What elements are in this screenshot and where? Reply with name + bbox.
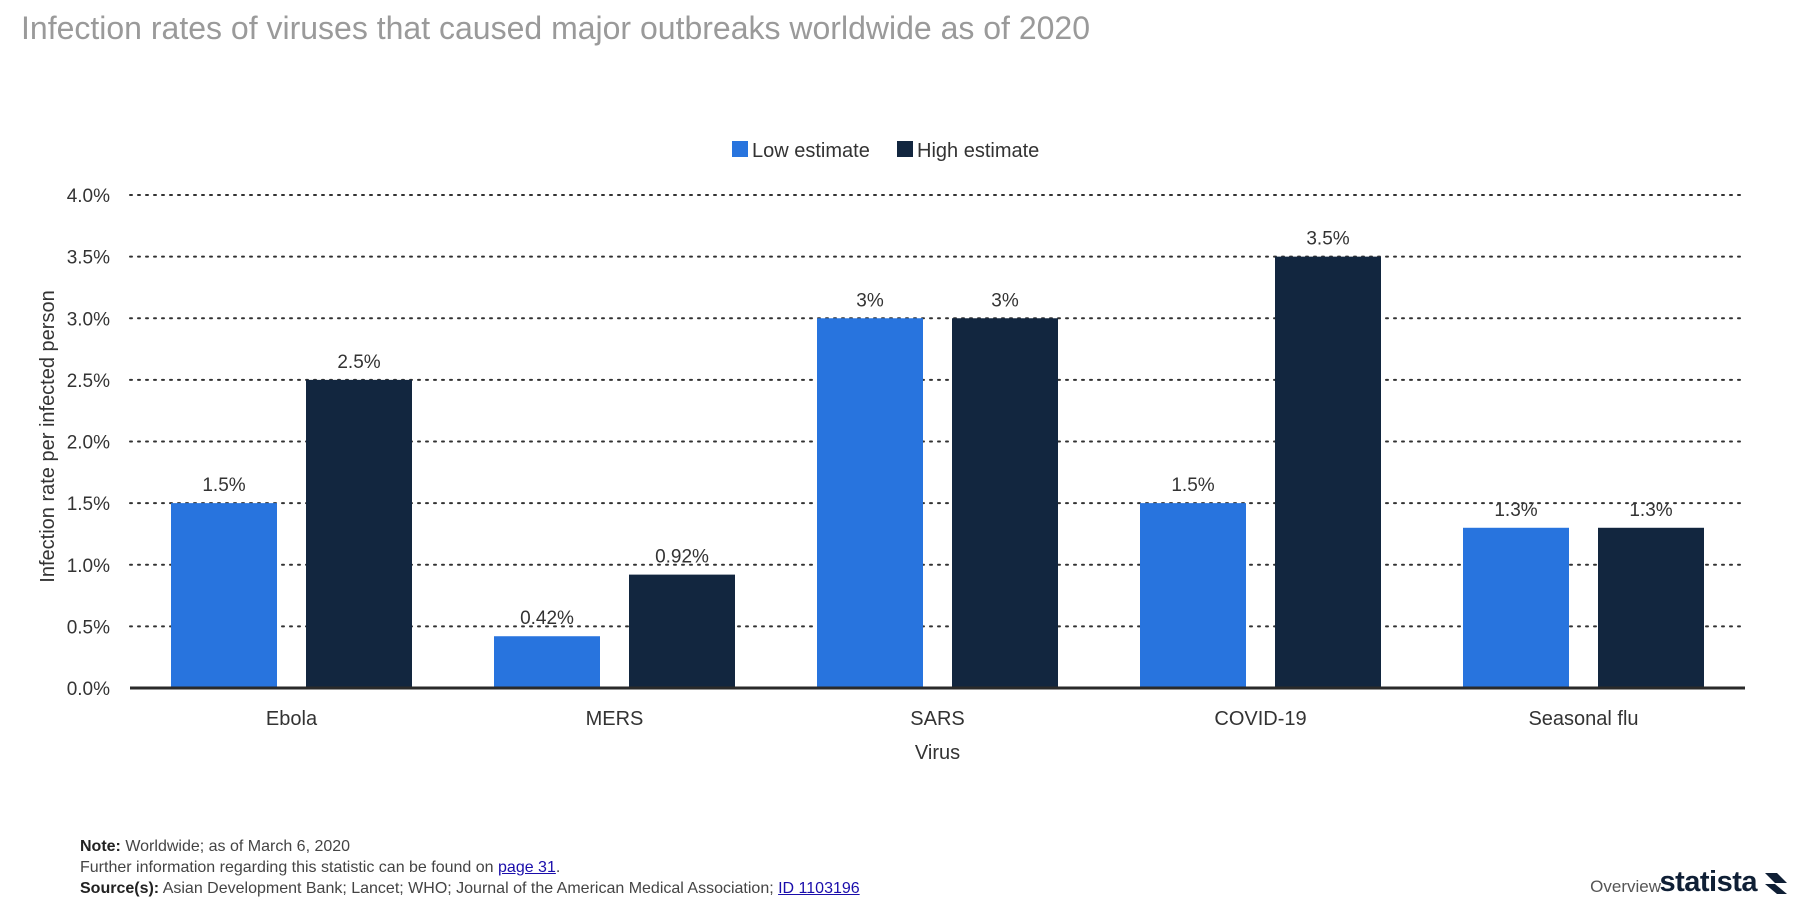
brand-wordmark: statista [1659, 866, 1757, 898]
y-tick-label: 1.0% [67, 556, 110, 577]
source-text: Asian Development Bank; Lancet; WHO; Jou… [162, 880, 774, 897]
note-label: Note: [80, 838, 121, 855]
page-title: Infection rates of viruses that caused m… [21, 10, 1091, 46]
y-tick-label: 3.5% [67, 248, 110, 269]
y-tick-label: 3.0% [67, 309, 110, 330]
info-text: Further information regarding this stati… [80, 859, 494, 876]
y-tick-label: 2.0% [67, 433, 110, 454]
legend-swatch-low [732, 141, 748, 157]
note-text: Worldwide; as of March 6, 2020 [125, 838, 351, 855]
y-axis-title: Infection rate per infected person [37, 290, 59, 582]
bars [171, 256, 1704, 688]
bar-high [1598, 527, 1704, 688]
x-tick-label: SARS [910, 708, 964, 730]
statista-logo[interactable]: statista [1659, 866, 1789, 899]
note-line: Note: Worldwide; as of March 6, 2020 [80, 836, 860, 857]
bar-low [1140, 503, 1246, 688]
bar-low [1463, 527, 1569, 688]
overview-link[interactable]: Overview [1590, 877, 1661, 896]
y-tick-label: 0.0% [67, 679, 110, 700]
x-tick-label: MERS [586, 708, 644, 730]
y-axis-ticks: 0.0% 0.5% 1.0% 1.5% 2.0% 2.5% 3.0% 3.5% 4.0% [67, 186, 110, 700]
statistic-id-link[interactable]: ID 1103196 [778, 880, 860, 897]
legend: Low estimate High estimate [732, 140, 1039, 162]
bar-value-label: 1.5% [202, 475, 245, 496]
x-tick-label: COVID-19 [1214, 708, 1306, 730]
bar-low [171, 503, 277, 688]
bar-value-label: 1.3% [1629, 500, 1672, 521]
bar-value-label: 3% [856, 290, 884, 311]
chart: Low estimate High estimate 0.0% 0.5% 1.0% 1… [37, 140, 1746, 764]
y-tick-label: 1.5% [67, 494, 110, 515]
y-tick-label: 0.5% [67, 617, 110, 638]
legend-swatch-high [897, 141, 913, 157]
source-label: Source(s): [80, 880, 160, 897]
bar-high [306, 379, 412, 688]
bar-low [494, 636, 600, 688]
bar-value-label: 3% [991, 290, 1019, 311]
statista-flag-icon [1765, 872, 1787, 894]
x-tick-label: Seasonal flu [1528, 708, 1638, 730]
y-tick-label: 2.5% [67, 371, 110, 392]
page-link[interactable]: page 31 [498, 859, 556, 876]
x-axis-ticks: Ebola MERS SARS COVID-19 Seasonal flu [266, 708, 1639, 730]
bar-high [1275, 256, 1381, 688]
bar-value-label: 0.92% [655, 547, 709, 568]
y-tick-label: 4.0% [67, 186, 110, 207]
bar-value-label: 1.3% [1494, 500, 1537, 521]
footer: Note: Worldwide; as of March 6, 2020 Fur… [80, 836, 860, 899]
bar-high [629, 574, 735, 688]
bar-high [952, 318, 1058, 688]
info-end: . [555, 859, 561, 876]
bar-value-label: 1.5% [1171, 475, 1214, 496]
bar-low [817, 318, 923, 688]
source-line: Source(s): Asian Development Bank; Lance… [80, 878, 860, 899]
bar-labels: 1.5% 2.5% 0.42% 0.92% 3% 3% 1.5% 3.5% 1.3% 1.3% [202, 229, 1672, 630]
x-axis-title: Virus [915, 742, 960, 764]
info-line: Further information regarding this stati… [80, 857, 860, 878]
bar-value-label: 0.42% [520, 608, 574, 629]
legend-label-high: High estimate [917, 140, 1039, 162]
bar-value-label: 3.5% [1306, 229, 1349, 250]
x-tick-label: Ebola [266, 708, 318, 730]
legend-label-low: Low estimate [752, 140, 870, 162]
bar-value-label: 2.5% [337, 352, 380, 373]
